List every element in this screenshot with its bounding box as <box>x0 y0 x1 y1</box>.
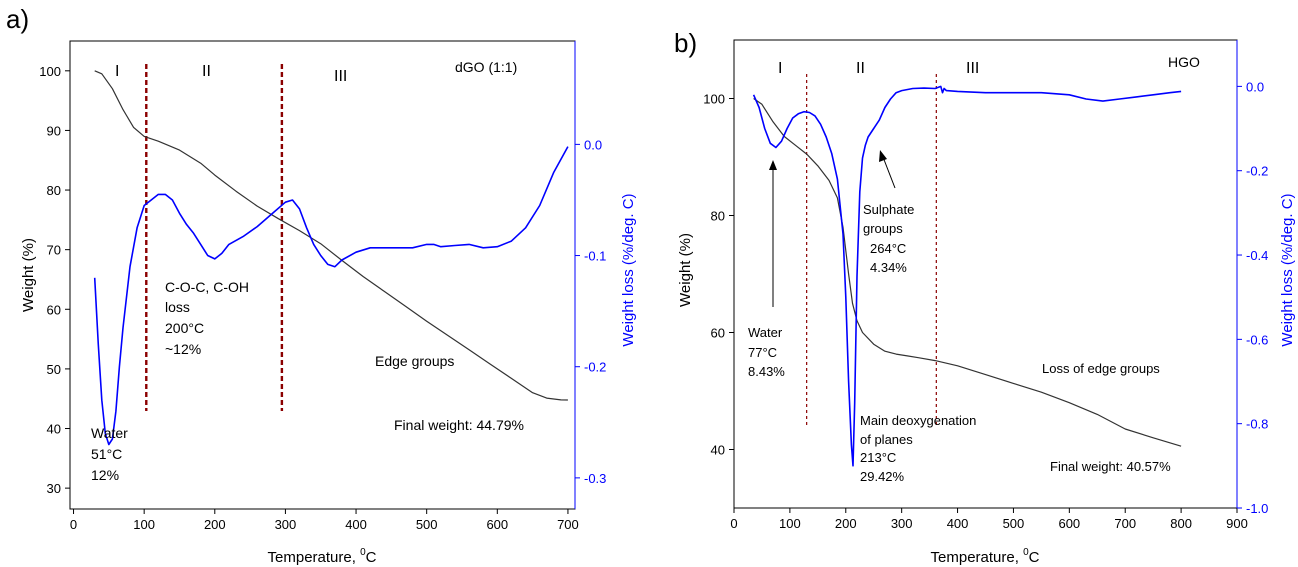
panel-a-x-tick-label: 400 <box>345 517 367 532</box>
panel-b-plot-frame <box>733 39 1238 509</box>
panel-a-y-tick-label: 60 <box>47 302 61 317</box>
panel-b-x-tick-label: 400 <box>947 516 969 531</box>
panel-b-main-temp: 213°C <box>860 450 896 465</box>
panel-b-x-tick-label: 900 <box>1226 516 1248 531</box>
panel-a-x-tick-label: 200 <box>204 517 226 532</box>
panel-a-label: a) <box>6 4 29 34</box>
panel-b-y2-tick-label: -0.2 <box>1246 164 1268 179</box>
panel-b-x-tick-label: 500 <box>1003 516 1025 531</box>
panel-a-x-tick-label: 500 <box>416 517 438 532</box>
panel-a-dtg-curve <box>93 146 569 446</box>
panel-b-region-ii: II <box>856 60 865 77</box>
panel-b-y2-axis-title: Weight loss (%/deg. C) <box>1279 193 1296 346</box>
panel-a-y2-tick-label: -0.1 <box>584 249 606 264</box>
panel-a-coc-temp: 200°C <box>165 320 204 336</box>
panel-b-sulphate-pct: 4.34% <box>870 260 907 275</box>
panel-b-y2-tick-label: -0.4 <box>1246 248 1268 263</box>
panel-b-x-tick-label: 0 <box>730 516 737 531</box>
panel-a-water-pct: 12% <box>91 467 119 483</box>
panel-b-series <box>752 85 1182 467</box>
panel-b-region-dividers <box>806 74 937 427</box>
panel-a-ticks: 0 100 200 300 400 500 600 700 30 40 50 60 70 80 90 100 -… <box>39 64 606 532</box>
panel-a-y2-tick-label: -0.2 <box>584 360 606 375</box>
panel-b-title: HGO <box>1168 54 1200 70</box>
panel-a-coc-pct: ~12% <box>165 341 201 357</box>
panel-a-y-tick-label: 30 <box>47 481 61 496</box>
panel-b-x-tick-label: 600 <box>1058 516 1080 531</box>
panel-a-y2-tick-label: 0.0 <box>584 137 602 152</box>
panel-a-y2-tick-label: -0.3 <box>584 471 606 486</box>
panel-b-x-tick-label: 100 <box>779 516 801 531</box>
panel-a-coc-label: C-O-C, C-OH <box>165 279 249 295</box>
panel-b-region-iii: III <box>966 60 979 77</box>
panel-b-y-axis-title: Weight (%) <box>677 233 694 307</box>
panel-b-y-tick-label: 60 <box>711 326 725 341</box>
panel-b: b) 0 100 200 300 400 500 600 700 800 900 40 60 80 100… <box>674 28 1296 566</box>
panel-b-main-planes: of planes <box>860 432 913 447</box>
panel-a-y-tick-label: 50 <box>47 362 61 377</box>
panel-b-y2-tick-label: -0.6 <box>1246 332 1268 347</box>
panel-b-water-arrowhead <box>769 160 777 170</box>
panel-b-y2-tick-label: 0.0 <box>1246 79 1264 94</box>
panel-a-y2-axis-title: Weight loss (%/deg. C) <box>620 193 637 346</box>
panel-a-y-tick-label: 70 <box>47 243 61 258</box>
panel-b-sulphate-arrow <box>882 156 896 189</box>
panel-a-water-label: Water <box>91 425 128 441</box>
panel-b-y2-tick-label: -0.8 <box>1246 417 1268 432</box>
panel-a-y-tick-label: 90 <box>47 123 61 138</box>
panel-b-sulphate-temp: 264°C <box>870 241 906 256</box>
panel-a-x-tick-label: 700 <box>557 517 579 532</box>
panel-b-x-tick-label: 300 <box>891 516 913 531</box>
panel-b-water-pct: 8.43% <box>748 364 785 379</box>
panel-b-region-i: I <box>778 60 782 77</box>
panel-b-ticks: 0 100 200 300 400 500 600 700 800 900 40 60 80 100 -1.… <box>703 79 1268 531</box>
panel-b-main-label: Main deoxygenation <box>860 413 976 428</box>
panel-a-y-tick-label: 100 <box>39 64 61 79</box>
panel-b-y-tick-label: 100 <box>703 92 725 107</box>
panel-a-region-dividers <box>145 64 284 411</box>
panel-b-label: b) <box>674 28 697 58</box>
panel-b-sulphate-label: Sulphate <box>863 202 914 217</box>
panel-b-y-tick-label: 40 <box>711 443 725 458</box>
panel-a-y-tick-label: 40 <box>47 422 61 437</box>
panel-a-edge-label: Edge groups <box>375 353 454 369</box>
panel-b-x-axis-title: Temperature, 0C <box>931 547 1040 566</box>
panel-a-title: dGO (1:1) <box>455 59 517 75</box>
panel-a-x-tick-label: 0 <box>70 517 77 532</box>
panel-b-final-weight: Final weight: 40.57% <box>1050 459 1171 474</box>
panel-a-water-temp: 51°C <box>91 446 122 462</box>
panel-a-x-tick-label: 600 <box>486 517 508 532</box>
panel-b-sulphate-arrowhead <box>879 150 887 162</box>
panel-b-sulphate-groups: groups <box>863 221 903 236</box>
panel-b-water-temp: 77°C <box>748 345 777 360</box>
panel-a-final-weight: Final weight: 44.79% <box>394 417 524 433</box>
panel-b-water-label: Water <box>748 325 783 340</box>
panel-b-x-tick-label: 800 <box>1170 516 1192 531</box>
panel-a-y-tick-label: 80 <box>47 183 61 198</box>
panel-a-series <box>93 70 569 446</box>
panel-a-x-tick-label: 100 <box>133 517 155 532</box>
panel-b-x-tick-label: 200 <box>835 516 857 531</box>
panel-a-region-iii: III <box>334 68 347 85</box>
panel-b-x-tick-label: 700 <box>1114 516 1136 531</box>
panel-a-region-ii: II <box>202 63 211 80</box>
panel-b-y2-tick-label: -1.0 <box>1246 501 1268 516</box>
panel-b-y-tick-label: 80 <box>711 209 725 224</box>
panel-b-dtg-curve <box>752 85 1182 467</box>
panel-b-main-pct: 29.42% <box>860 469 905 484</box>
panel-a-y-axis-title: Weight (%) <box>20 238 37 312</box>
panel-a-region-i: I <box>115 63 119 80</box>
panel-a-x-tick-label: 300 <box>275 517 297 532</box>
panel-a-coc-loss: loss <box>165 299 190 315</box>
panel-a-x-axis-title: Temperature, 0C <box>268 547 377 566</box>
panel-a: a) 0 100 200 300 400 500 600 700 30 40 50 60 70 80 90 1… <box>6 4 637 566</box>
panel-b-weight-curve <box>753 98 1182 447</box>
panel-b-edge-label: Loss of edge groups <box>1042 361 1160 376</box>
